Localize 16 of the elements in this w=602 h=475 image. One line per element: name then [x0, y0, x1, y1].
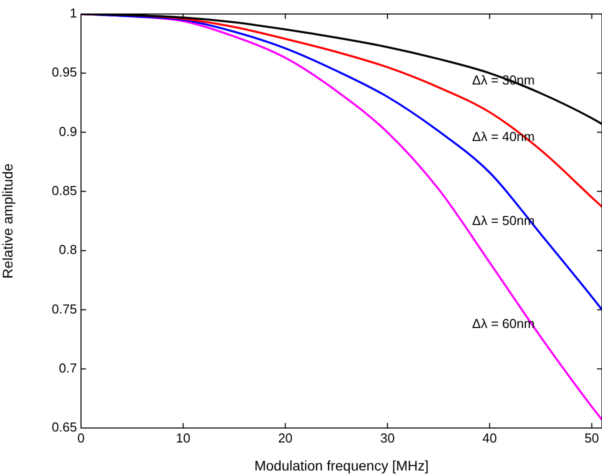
x-tick-label: 20: [278, 430, 293, 446]
x-tick-label: 50: [584, 430, 600, 446]
y-tick-label: 0.75: [52, 301, 77, 316]
y-tick-label: 0.95: [52, 64, 77, 80]
y-tick-label: 1: [70, 6, 77, 21]
y-tick-label: 0.9: [58, 124, 77, 139]
y-tick-label: 0.85: [52, 183, 77, 198]
x-tick-label: 0: [77, 430, 85, 446]
x-tick-label: 30: [380, 430, 395, 446]
x-axis-title: Modulation frequency [MHz]: [254, 457, 429, 474]
x-tick-label: 40: [482, 430, 497, 446]
y-tick-label: 0.65: [52, 420, 77, 435]
y-axis-title: Relative amplitude: [0, 163, 16, 279]
y-tick-label: 0.7: [58, 360, 77, 376]
y-tick-label: 0.8: [58, 242, 77, 258]
x-tick-label: 10: [176, 430, 190, 446]
